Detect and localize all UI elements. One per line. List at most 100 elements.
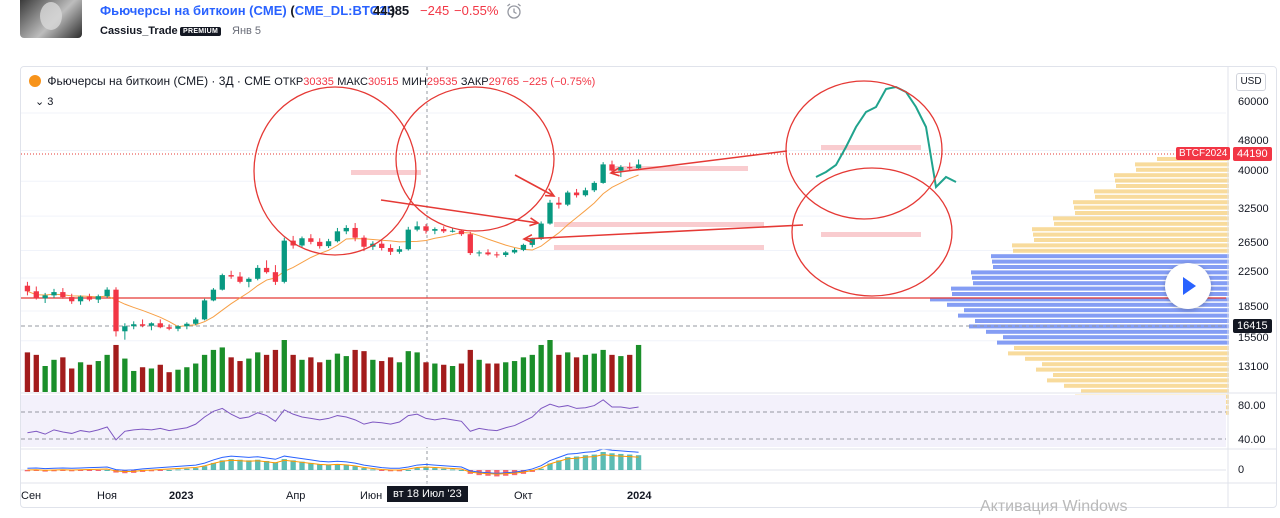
price-tick: 60000 [1238, 96, 1269, 108]
time-tick: Окт [514, 490, 533, 502]
volume-profile-bar [993, 265, 1229, 269]
last-price-tag: 44190 [1233, 147, 1272, 161]
candle-body [627, 167, 633, 169]
os-watermark: Активация Windows [980, 498, 1128, 515]
volume-profile-bar [1008, 351, 1229, 356]
idea-title[interactable]: Фьючерсы на биткоин (CME) (CME_DL:BTC1!) [100, 3, 396, 18]
volume-profile-bar [1012, 243, 1229, 248]
rsi-tick: 80.00 [1238, 400, 1266, 412]
volume-profile-bar [952, 292, 1229, 296]
macd-histogram-bar [325, 464, 332, 470]
volume-profile-bar [947, 302, 1229, 307]
candle-body [396, 249, 403, 252]
volume-bar [600, 349, 606, 392]
volume-profile-bar [997, 340, 1229, 345]
macd-histogram-bar [582, 455, 589, 470]
candle-body [193, 319, 199, 324]
volume-bar [175, 369, 181, 392]
volume-bar [396, 362, 403, 392]
legend-symbol[interactable]: Фьючерсы на биткоин (CME) · 3Д · CME [47, 74, 271, 88]
volume-profile-bar [973, 281, 1229, 286]
volume-profile-bar [1094, 189, 1229, 194]
chart-canvas[interactable] [21, 67, 1277, 508]
volume-bar [414, 352, 420, 392]
volume-bar [467, 349, 473, 392]
volume-profile-bar [1115, 178, 1229, 183]
volume-profile-bar [1033, 232, 1229, 237]
volume-bar [609, 354, 615, 392]
volume-bar [317, 362, 323, 392]
macd-histogram-bar [573, 456, 580, 470]
volume-profile-bar [1116, 184, 1229, 188]
legend-close-label: ЗАКР [460, 76, 489, 88]
author-name[interactable]: Cassius_Trade [100, 25, 178, 37]
rsi-line [27, 399, 639, 441]
price-change: −245 [420, 3, 450, 18]
macd-signal-line [27, 454, 639, 475]
publish-date: Янв 5 [232, 25, 262, 37]
volume-profile-bar [991, 254, 1229, 259]
volume-bar [139, 367, 146, 392]
instrument-ticker[interactable]: CME_DL:BTC1! [294, 3, 391, 18]
macd-histogram-bar [591, 454, 597, 470]
volume-bar [458, 363, 465, 392]
price-tick: 48000 [1238, 135, 1269, 147]
volume-bar [503, 362, 509, 392]
volume-bar [405, 351, 411, 392]
instrument-name[interactable]: Фьючерсы на биткоин (CME) [100, 3, 287, 18]
volume-profile-bar [1034, 238, 1229, 242]
author-avatar[interactable] [20, 0, 82, 38]
candle-body [210, 289, 217, 301]
macd-tick: 0 [1238, 464, 1245, 476]
candle-body [449, 230, 456, 232]
level-price-tag: 16415 [1233, 319, 1272, 333]
macd-line [27, 448, 639, 474]
candle-body [281, 240, 287, 282]
candle-body [432, 229, 438, 231]
candle-body [556, 202, 562, 205]
candle-body [77, 296, 84, 302]
volume-bar [308, 357, 314, 392]
chart-panel[interactable]: Фьючерсы на биткоин (CME) · 3Д · CME ОТК… [20, 66, 1277, 508]
price-tick: 40000 [1238, 165, 1269, 177]
moving-average-line [27, 174, 639, 328]
order-block-zone [611, 166, 748, 171]
volume-bar [538, 344, 544, 392]
macd-histogram-bar [255, 459, 261, 470]
price-tick: 18500 [1238, 301, 1269, 313]
time-tick: Июн [360, 490, 383, 502]
volume-bar [166, 372, 172, 392]
volume-bar [246, 358, 252, 392]
macd-histogram-bar [618, 453, 624, 470]
collapse-indicators-button[interactable]: ⌄ 3 [35, 95, 53, 108]
macd-histogram-bar [352, 466, 358, 470]
volume-profile-bar [971, 270, 1229, 275]
candle-body [573, 192, 580, 196]
candle-body [618, 167, 624, 171]
candle-body [317, 241, 323, 247]
candle-body [503, 252, 509, 256]
candle-body [520, 244, 527, 250]
volume-bar [219, 347, 225, 392]
macd-histogram-bar [228, 459, 234, 470]
macd-histogram-bar [538, 468, 544, 470]
rsi-pane-bg [21, 395, 1226, 447]
macd-histogram-bar [334, 464, 341, 470]
time-tick: Сен [21, 490, 42, 502]
time-tick: 2024 [627, 490, 652, 502]
order-block-zone [554, 245, 764, 250]
candle-body [379, 243, 385, 248]
macd-histogram-bar [246, 460, 252, 470]
volume-bar [95, 361, 101, 392]
volume-bar [476, 359, 482, 392]
macd-histogram-bar [299, 461, 305, 470]
volume-profile-bar [972, 275, 1229, 280]
bitcoin-icon [29, 75, 41, 87]
play-replay-button[interactable] [1165, 263, 1211, 309]
macd-histogram-bar [69, 470, 75, 472]
last-price: 44385 [373, 3, 410, 18]
macd-histogram-bar [272, 462, 279, 470]
currency-button[interactable]: USD [1236, 73, 1266, 91]
time-tick: 2023 [169, 490, 194, 502]
alarm-clock-icon[interactable] [505, 2, 523, 20]
